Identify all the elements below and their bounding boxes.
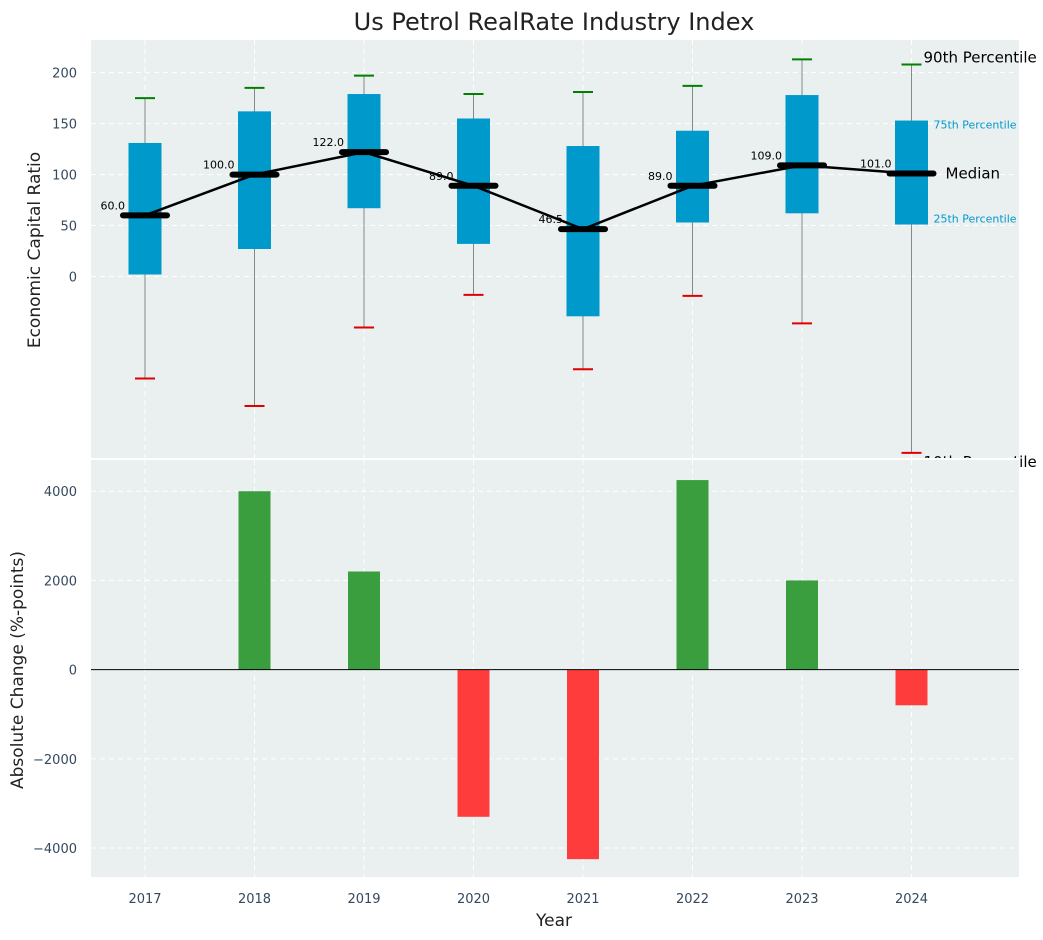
top-y-tick-label: 100 (52, 169, 77, 184)
annotation-75th-percentile: 75th Percentile (934, 119, 1017, 132)
x-tick-label-2018: 2018 (238, 892, 271, 907)
annotation-median: Median (946, 165, 1001, 183)
bottom-y-tick-label: 2000 (44, 574, 77, 589)
x-tick-label-2019: 2019 (347, 892, 380, 907)
annotation-90th-percentile: 90th Percentile (924, 48, 1037, 66)
x-tick-label-2021: 2021 (566, 892, 599, 907)
bottom-y-tick-label: −4000 (33, 842, 77, 857)
box-2023 (785, 95, 819, 214)
bar-2022 (676, 480, 709, 670)
x-tick-label-2017: 2017 (128, 892, 161, 907)
x-tick-label-2023: 2023 (785, 892, 818, 907)
median-label-2023: 109.0 (751, 149, 783, 162)
chart-title: Us Petrol RealRate Industry Index (354, 8, 755, 36)
median-label-2021: 46.5 (539, 213, 564, 226)
bar-2018 (238, 491, 271, 670)
top-y-tick-label: 200 (52, 67, 77, 82)
median-label-2020: 89.0 (429, 170, 454, 183)
bar-2020 (457, 669, 490, 817)
median-trend-line (144, 150, 912, 231)
bottom-y-tick-label: −2000 (33, 753, 77, 768)
top-y-tick-label: 150 (52, 118, 77, 133)
bottom-y-axis-label: Absolute Change (%-points) (8, 551, 28, 789)
median-label-2019: 122.0 (313, 136, 345, 149)
top-y-tick-label: 0 (69, 271, 77, 286)
top-y-tick-label: 50 (60, 220, 77, 235)
top-panel-background (91, 40, 1019, 458)
median-label-2022: 89.0 (648, 170, 673, 183)
median-label-2017: 60.0 (101, 199, 126, 212)
top-panel: 0 50 100 150 200 60.0 100.0 122.0 89.0 46.5 89.0 10… (52, 40, 1037, 471)
box-2017 (128, 142, 162, 275)
x-tick-label-2022: 2022 (676, 892, 709, 907)
bottom-y-tick-label: 0 (69, 664, 77, 679)
bottom-panel: −4000 −2000 0 2000 4000 2017 2018 2019 2020 2021 2… (33, 458, 1019, 907)
bar-2021 (567, 669, 599, 860)
bottom-panel-background (91, 460, 1019, 877)
bottom-y-tick-label: 4000 (44, 485, 77, 500)
top-y-axis-label: Economic Capital Ratio (25, 152, 45, 348)
box-2022 (676, 130, 709, 223)
bar-2024 (895, 669, 928, 706)
x-axis-label: Year (535, 911, 572, 931)
x-tick-label-2024: 2024 (895, 892, 928, 907)
bar-2019 (348, 571, 380, 670)
bar-2023 (786, 580, 818, 670)
median-label-2018: 100.0 (203, 159, 235, 172)
median-label-2024: 101.0 (860, 158, 892, 171)
annotation-25th-percentile: 25th Percentile (934, 213, 1017, 226)
box-2018 (238, 111, 271, 250)
x-tick-label-2020: 2020 (457, 892, 490, 907)
